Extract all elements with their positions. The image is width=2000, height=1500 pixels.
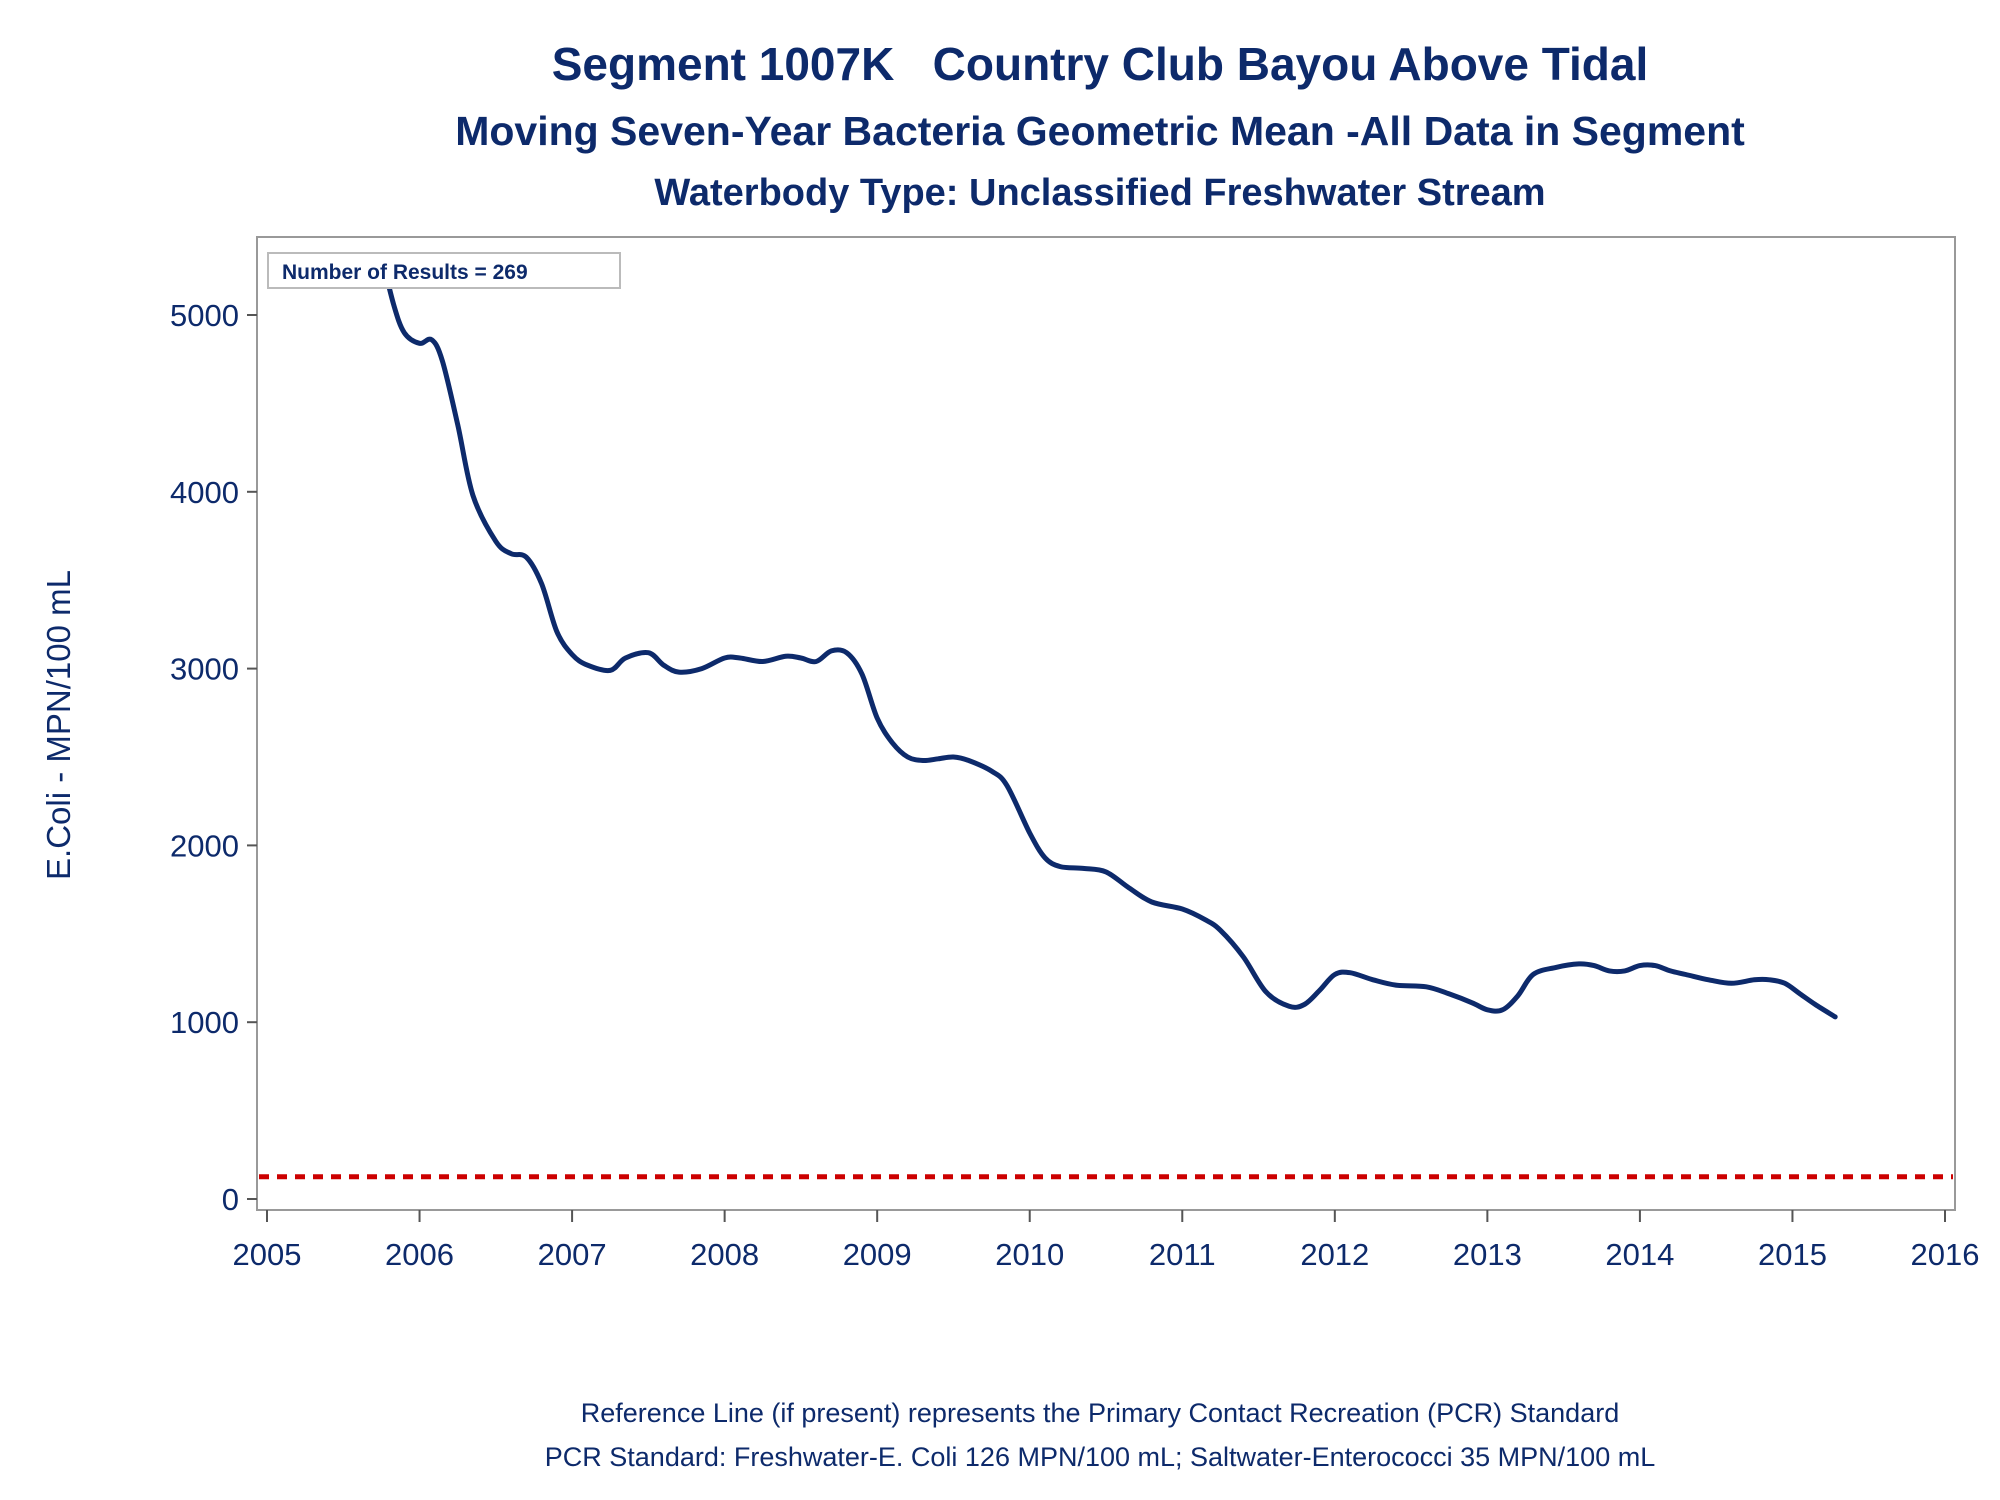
x-tick-label: 2008 (690, 1237, 759, 1272)
chart-subtitle-2: Waterbody Type: Unclassified Freshwater … (654, 172, 1545, 214)
y-tick-label: 4000 (170, 475, 239, 510)
inset-box-frame (267, 252, 621, 289)
x-tick-label: 2006 (385, 1237, 454, 1272)
x-tick-label: 2007 (538, 1237, 607, 1272)
x-tick-label: 2013 (1453, 1237, 1522, 1272)
y-tick-label: 2000 (170, 828, 239, 863)
y-tick-label: 0 (222, 1182, 239, 1217)
x-tick-label: 2009 (843, 1237, 912, 1272)
x-tick-label: 2012 (1300, 1237, 1369, 1272)
y-axis: 0 1000 2000 3000 4000 5000 (170, 298, 257, 1217)
plot-frame (256, 236, 1956, 1211)
chart-title: Segment 1007K Country Club Bayou Above T… (552, 38, 1649, 90)
x-axis: 2005 2006 2007 2008 2009 2010 2011 2012 2013 2014… (233, 1210, 1980, 1272)
x-tick-label: 2010 (995, 1237, 1064, 1272)
y-tick-label: 3000 (170, 652, 239, 687)
inset-box: Number of Results = 269 (267, 252, 621, 289)
x-tick-label: 2015 (1758, 1237, 1827, 1272)
footnote-line-2: PCR Standard: Freshwater-E. Coli 126 MPN… (545, 1442, 1655, 1472)
inset-label: Number of Results = 269 (282, 261, 528, 284)
y-tick-label: 1000 (170, 1005, 239, 1040)
chart-subtitle: Moving Seven-Year Bacteria Geometric Mea… (455, 108, 1745, 154)
y-tick-label: 5000 (170, 298, 239, 333)
series-line (378, 252, 1838, 1020)
footnote-line-1: Reference Line (if present) represents t… (581, 1398, 1619, 1428)
x-tick-label: 2014 (1605, 1237, 1674, 1272)
plot-area (256, 236, 1956, 1211)
x-tick-label: 2016 (1911, 1237, 1980, 1272)
y-axis-label: E.Coli - MPN/100 mL (40, 570, 77, 880)
x-tick-label: 2011 (1149, 1237, 1216, 1272)
x-tick-label: 2005 (233, 1237, 302, 1272)
